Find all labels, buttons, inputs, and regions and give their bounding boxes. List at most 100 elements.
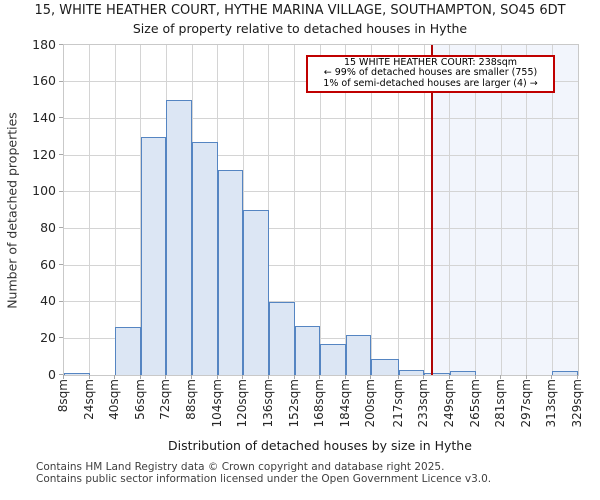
x-tick-text: 249sqm: [441, 379, 456, 428]
property-size-marker-line: [431, 45, 434, 375]
y-gridline: [64, 337, 578, 339]
x-tick-mark: [577, 375, 578, 379]
y-tick-mark: [59, 300, 63, 302]
y-tick-label: 0: [48, 366, 56, 382]
x-gridline: [449, 45, 451, 375]
x-tick-mark: [216, 375, 218, 379]
x-tick-text: 184sqm: [337, 379, 352, 428]
annotation-line-2: ← 99% of detached houses are smaller (75…: [323, 67, 538, 79]
x-tick-text: 233sqm: [416, 379, 431, 428]
x-tick-mark: [63, 375, 64, 379]
x-gridline: [345, 45, 347, 375]
x-tick-label: 329sqm: [570, 379, 600, 427]
y-gridline: [64, 301, 578, 303]
x-tick-mark: [370, 375, 372, 379]
x-tick-mark: [242, 375, 244, 379]
histogram-bar: [294, 325, 321, 375]
x-tick-mark: [423, 375, 425, 379]
y-tick-mark: [59, 374, 63, 375]
x-gridline: [423, 45, 425, 375]
x-axis-title: Distribution of detached houses by size …: [168, 438, 472, 453]
annotation-box: 15 WHITE HEATHER COURT: 238sqm ← 99% of …: [306, 55, 555, 94]
x-tick-mark: [165, 375, 167, 379]
x-tick-mark: [88, 375, 90, 379]
y-tick-label: 20: [40, 329, 56, 345]
x-tick-text: 8sqm: [56, 379, 70, 413]
x-tick-text: 281sqm: [493, 379, 508, 428]
histogram-bar: [398, 369, 425, 375]
x-tick-text: 200sqm: [363, 379, 378, 428]
y-tick-label: 120: [32, 146, 56, 162]
y-tick-mark: [59, 117, 63, 119]
x-tick-mark: [551, 375, 553, 379]
histogram-bar: [268, 301, 295, 375]
y-gridline: [64, 264, 578, 266]
x-gridline: [500, 45, 502, 375]
x-tick-text: 329sqm: [570, 379, 584, 428]
x-tick-mark: [500, 375, 502, 379]
annotation-line-3: 1% of semi-detached houses are larger (4…: [323, 77, 538, 89]
x-tick-text: 136sqm: [260, 379, 275, 428]
histogram-bar: [243, 210, 269, 375]
histogram-bar: [115, 327, 141, 375]
x-gridline: [268, 45, 270, 375]
chart-subtitle: Size of property relative to detached ho…: [132, 21, 468, 36]
x-tick-text: 56sqm: [132, 379, 147, 420]
highlight-region: [432, 45, 578, 375]
x-tick-mark: [344, 375, 346, 379]
histogram-bar: [449, 371, 476, 375]
x-tick-mark: [397, 375, 399, 379]
y-gridline: [64, 154, 578, 156]
y-tick-mark: [59, 227, 63, 229]
x-gridline: [398, 45, 400, 375]
x-tick-mark: [267, 375, 269, 379]
histogram-bar: [552, 371, 578, 375]
y-tick-mark: [59, 337, 63, 339]
x-tick-text: 24sqm: [81, 379, 96, 420]
histogram-bar: [345, 334, 372, 375]
x-tick-mark: [448, 375, 450, 379]
y-tick-label: 140: [32, 109, 56, 125]
x-tick-mark: [114, 375, 116, 379]
histogram-bar: [64, 373, 90, 375]
x-gridline: [294, 45, 296, 375]
x-tick-text: 313sqm: [544, 379, 559, 428]
y-tick-mark: [59, 44, 63, 45]
histogram-bar: [424, 373, 450, 375]
x-tick-text: 120sqm: [235, 379, 250, 428]
x-gridline: [114, 45, 116, 375]
y-tick-label: 100: [32, 183, 56, 199]
footer-line-1: Contains HM Land Registry data © Crown c…: [36, 461, 445, 473]
histogram-bar: [166, 100, 193, 375]
x-tick-text: 72sqm: [158, 379, 173, 420]
x-gridline: [370, 45, 372, 375]
y-tick-label: 60: [40, 256, 56, 272]
x-gridline: [551, 45, 553, 375]
y-tick-mark: [59, 154, 63, 155]
y-tick-label: 40: [40, 293, 56, 309]
x-gridline: [319, 45, 321, 375]
histogram-bar: [371, 358, 399, 375]
x-tick-mark: [525, 375, 527, 379]
y-tick-mark: [59, 264, 63, 265]
x-tick-text: 152sqm: [286, 379, 301, 428]
histogram-bar: [217, 169, 244, 375]
y-tick-label: 180: [32, 36, 56, 52]
x-tick-mark: [139, 375, 141, 379]
plot-area: [63, 44, 579, 376]
x-tick-text: 168sqm: [312, 379, 327, 428]
chart-title: 15, WHITE HEATHER COURT, HYTHE MARINA VI…: [34, 3, 566, 18]
histogram-bar: [140, 136, 167, 375]
y-gridline: [64, 227, 578, 229]
x-tick-text: 217sqm: [390, 379, 405, 428]
x-tick-text: 297sqm: [518, 379, 533, 428]
x-tick-text: 265sqm: [467, 379, 482, 428]
y-gridline: [64, 117, 578, 119]
x-tick-mark: [319, 375, 321, 379]
x-tick-mark: [191, 375, 193, 379]
y-tick-label: 80: [40, 219, 56, 235]
x-gridline: [89, 45, 91, 375]
histogram-bar: [192, 142, 218, 375]
x-tick-text: 88sqm: [184, 379, 199, 420]
